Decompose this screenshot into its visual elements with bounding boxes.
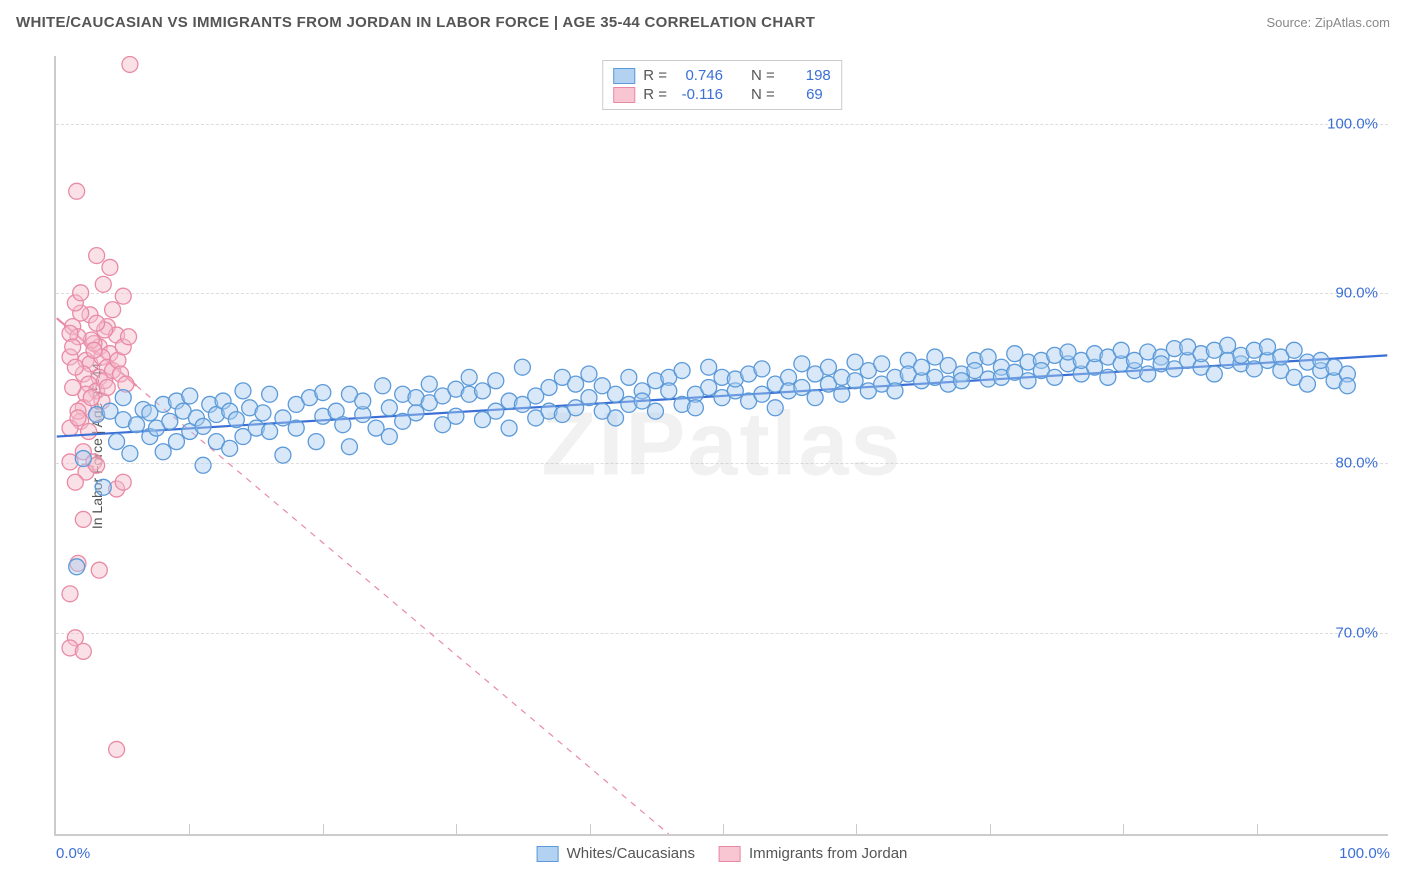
n-value: 69 [783, 86, 823, 103]
legend-label: Immigrants from Jordan [749, 845, 907, 862]
legend-item: Whites/Caucasians [537, 845, 695, 862]
legend-row: R = 0.746 N = 198 [613, 67, 831, 84]
x-tick-label: 100.0% [1339, 845, 1390, 862]
swatch-icon [613, 87, 635, 103]
correlation-legend: R = 0.746 N = 198 R = -0.116 N = 69 [602, 60, 842, 110]
header: WHITE/CAUCASIAN VS IMMIGRANTS FROM JORDA… [0, 0, 1406, 44]
legend-item: Immigrants from Jordan [719, 845, 907, 862]
r-label: R = [643, 86, 667, 103]
swatch-icon [537, 846, 559, 862]
chart-svg [56, 56, 1388, 834]
chart-plot-area: ZIPatlas R = 0.746 N = 198 R = -0.116 N … [54, 56, 1388, 836]
r-label: R = [643, 67, 667, 84]
r-value: 0.746 [675, 67, 723, 84]
swatch-icon [613, 68, 635, 84]
n-label: N = [751, 67, 775, 84]
n-label: N = [751, 86, 775, 103]
swatch-icon [719, 846, 741, 862]
legend-row: R = -0.116 N = 69 [613, 86, 831, 103]
chart-title: WHITE/CAUCASIAN VS IMMIGRANTS FROM JORDA… [16, 14, 815, 31]
source-label: Source: ZipAtlas.com [1266, 15, 1390, 30]
n-value: 198 [783, 67, 831, 84]
legend-label: Whites/Caucasians [567, 845, 695, 862]
series-legend: Whites/Caucasians Immigrants from Jordan [537, 845, 908, 862]
r-value: -0.116 [675, 86, 723, 103]
x-tick-label: 0.0% [56, 845, 90, 862]
